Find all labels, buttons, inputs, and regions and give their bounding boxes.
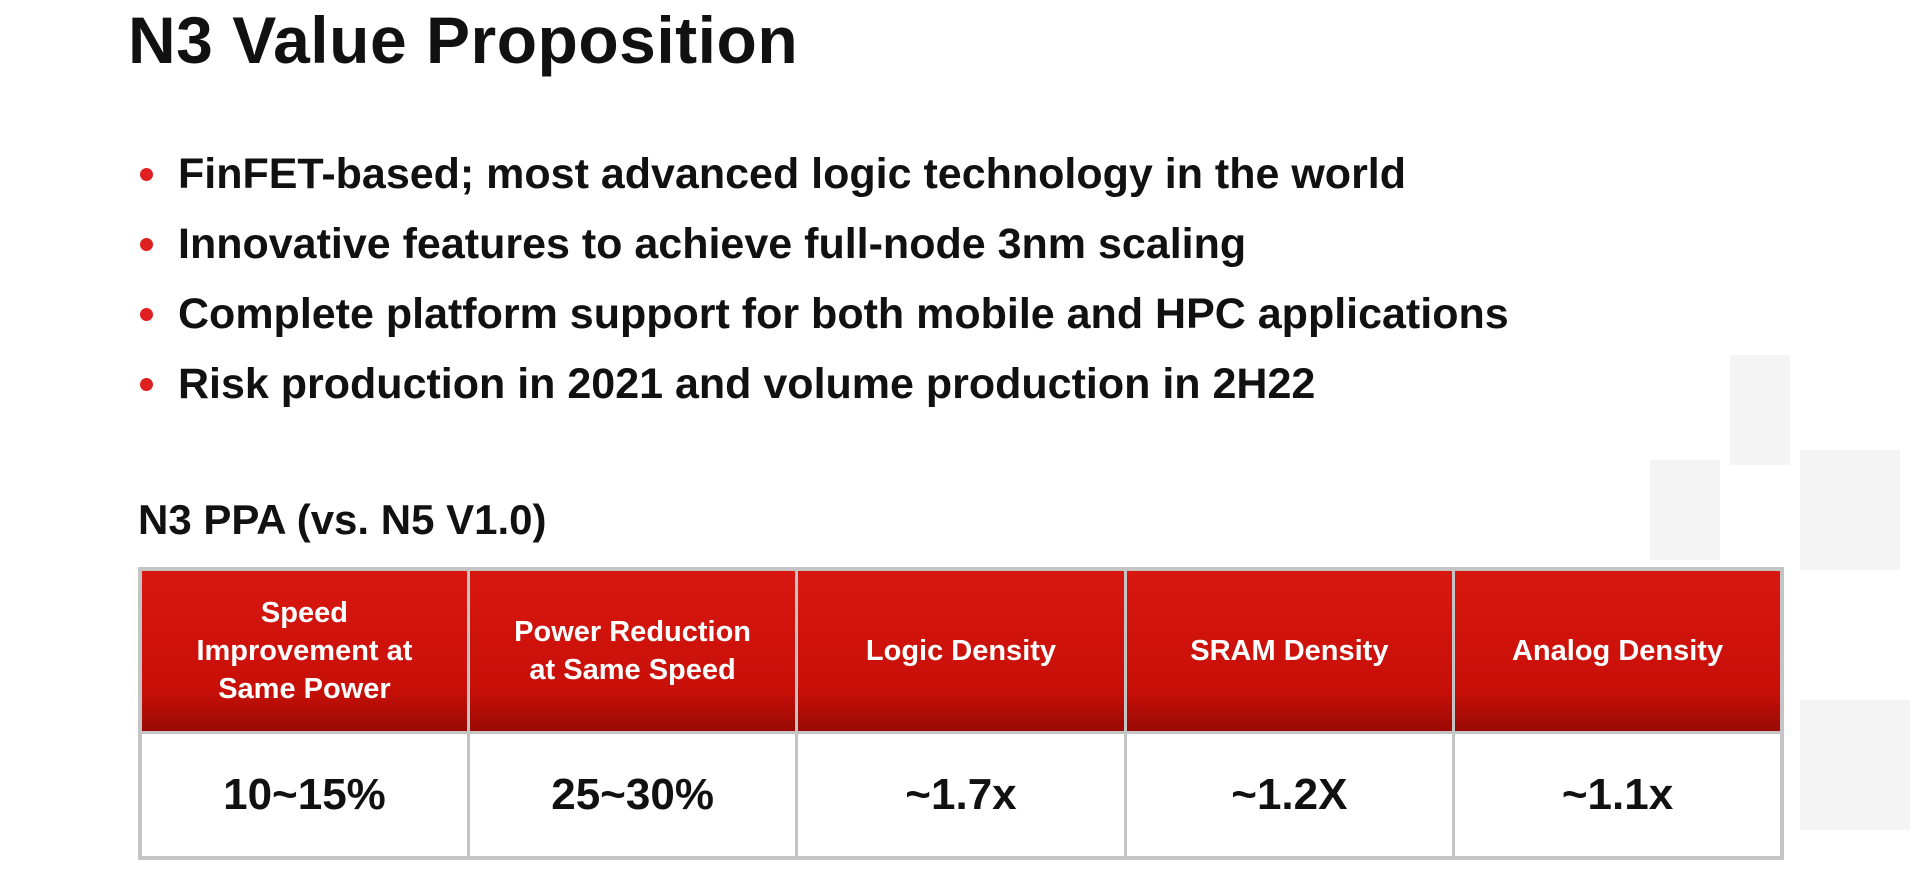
decoration [1650, 460, 1720, 560]
decoration [1800, 700, 1910, 830]
value-cell: 10~15% [138, 731, 470, 860]
bullet: Risk production in 2021 and volume produ… [140, 358, 1509, 428]
bullet: Complete platform support for both mobil… [140, 288, 1509, 358]
header-cell: Logic Density [795, 567, 1127, 734]
header-cell: Analog Density [1452, 567, 1784, 734]
slide-title: N3 Value Proposition [128, 3, 799, 77]
header-row: Speed Improvement at Same Power Power Re… [138, 567, 1784, 734]
value-cell: ~1.7x [795, 731, 1127, 860]
header-cell: Speed Improvement at Same Power [138, 567, 470, 734]
decoration [1800, 450, 1900, 570]
table-title: N3 PPA (vs. N5 V1.0) [138, 496, 547, 543]
value-row: 10~15% 25~30% ~1.7x ~1.2X ~1.1x [138, 731, 1784, 860]
bullet: Innovative features to achieve full-node… [140, 218, 1509, 288]
header-cell: Power Reduction at Same Speed [466, 567, 799, 734]
header-cell: SRAM Density [1123, 567, 1456, 734]
value-cell: 25~30% [466, 731, 799, 860]
value-cell: ~1.1x [1452, 731, 1784, 860]
ppa-table: Speed Improvement at Same Power Power Re… [138, 567, 1784, 860]
bullet: FinFET-based; most advanced logic techno… [140, 148, 1509, 218]
bullet-list: FinFET-based; most advanced logic techno… [140, 148, 1509, 428]
value-cell: ~1.2X [1123, 731, 1456, 860]
decoration [1730, 355, 1790, 465]
